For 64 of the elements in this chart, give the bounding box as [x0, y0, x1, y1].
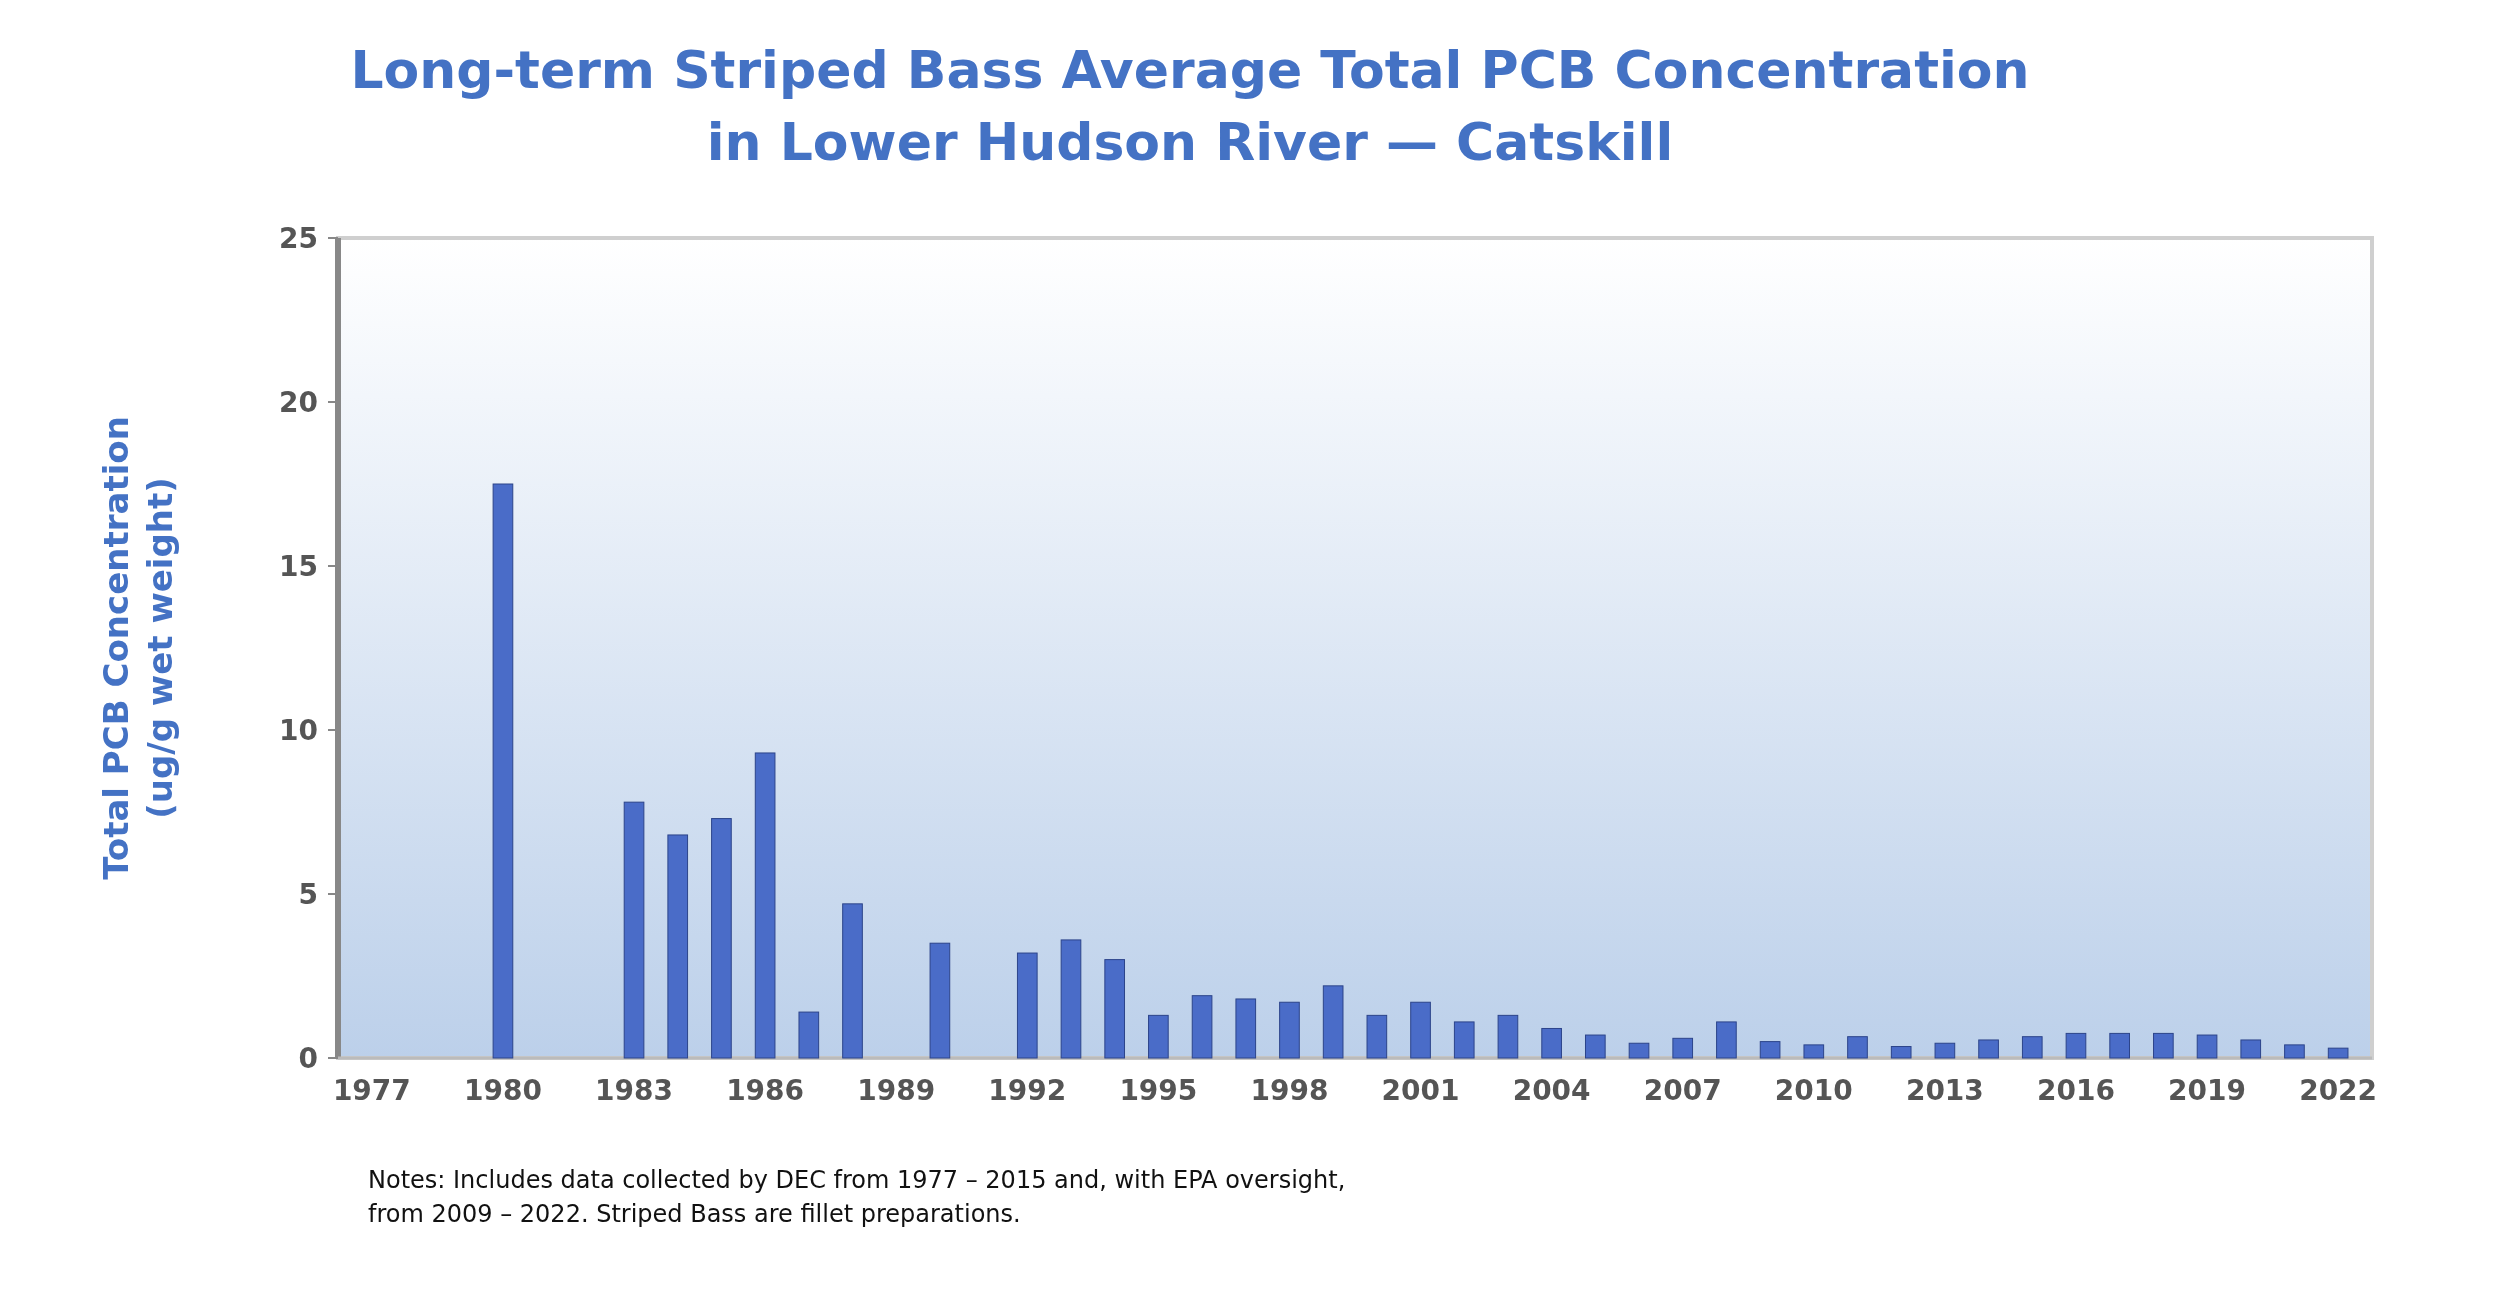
- x-tick-label: 1995: [1119, 1074, 1198, 1107]
- bar: [2196, 1034, 2218, 1059]
- bar: [1235, 998, 1257, 1059]
- bar: [1716, 1021, 1737, 1059]
- text: Notes: Includes data collected by DEC from 1977 – 2015 and, with EPA oversight, from 2009 – 2022. Striped Bass are fillet preparations.: [368, 1166, 1346, 1228]
- bar: [1497, 1014, 1519, 1059]
- bar: [2109, 1032, 2130, 1059]
- x-tick-label: 1986: [726, 1074, 805, 1107]
- bar: [2153, 1032, 2174, 1059]
- x-tick-label: 2007: [1643, 1074, 1722, 1107]
- x-tick-label: 2004: [1512, 1074, 1591, 1107]
- x-tick-label: 1983: [595, 1074, 673, 1107]
- y-tick-label: 15: [279, 549, 318, 583]
- x-tick-label: 2010: [1774, 1074, 1853, 1107]
- x-tick-label: 2016: [2037, 1074, 2115, 1107]
- bar: [842, 903, 863, 1059]
- bar: [1410, 1001, 1431, 1059]
- y-tick-label: 0: [298, 1041, 318, 1075]
- bar: [1541, 1027, 1562, 1059]
- bar: [1847, 1036, 1868, 1059]
- bar: [1628, 1042, 1650, 1059]
- y-tick-label: 20: [279, 385, 318, 419]
- bar: [1672, 1037, 1694, 1059]
- x-tick-label: 1992: [988, 1074, 1067, 1107]
- bar: [1453, 1021, 1475, 1059]
- x-tick-label: 2019: [2168, 1074, 2247, 1107]
- bar: [667, 834, 689, 1059]
- x-tick-label: 2022: [2299, 1074, 2378, 1107]
- bar: [1584, 1034, 1606, 1059]
- bar: [929, 942, 951, 1059]
- x-tick-label: 2013: [1905, 1074, 1984, 1107]
- bar: [2021, 1036, 2043, 1059]
- bar: [1759, 1041, 1781, 1059]
- y-tick-label: 25: [279, 221, 318, 255]
- bar: [2327, 1047, 2349, 1059]
- bar: [754, 752, 776, 1059]
- bar: [2240, 1039, 2262, 1059]
- x-tick-label: 1998: [1250, 1074, 1329, 1107]
- bar: [1322, 985, 1344, 1059]
- x-tick-label: 1977: [332, 1074, 411, 1107]
- x-tick-label: 2001: [1381, 1074, 1460, 1107]
- bar: [2065, 1032, 2087, 1059]
- bar: [2284, 1044, 2305, 1059]
- bar: [623, 801, 645, 1059]
- bar: [1016, 952, 1038, 1059]
- bar: [1890, 1046, 1912, 1059]
- y-tick-label: 5: [298, 877, 318, 911]
- bar: [1978, 1039, 1999, 1059]
- bar: [1934, 1042, 1956, 1059]
- bar: [1060, 939, 1082, 1059]
- y-axis-title: Total PCB Concentration (ug/g wet weight): [96, 416, 180, 880]
- bar: [711, 818, 732, 1059]
- bar: [1148, 1014, 1169, 1059]
- bar: [492, 483, 514, 1059]
- x-tick-label: 1980: [463, 1074, 542, 1107]
- x-tick-label: 1989: [857, 1074, 936, 1107]
- bar: [798, 1011, 820, 1059]
- bar: [1104, 959, 1126, 1059]
- chart-title: Long-term Striped Bass Average Total PCB Concentration in Lower Hudson River — Catskill: [350, 40, 2030, 172]
- bar: [1279, 1001, 1300, 1059]
- y-tick-label: 10: [279, 713, 318, 747]
- bar: [1191, 995, 1213, 1059]
- bar: [1366, 1014, 1388, 1059]
- bar: [1803, 1044, 1825, 1059]
